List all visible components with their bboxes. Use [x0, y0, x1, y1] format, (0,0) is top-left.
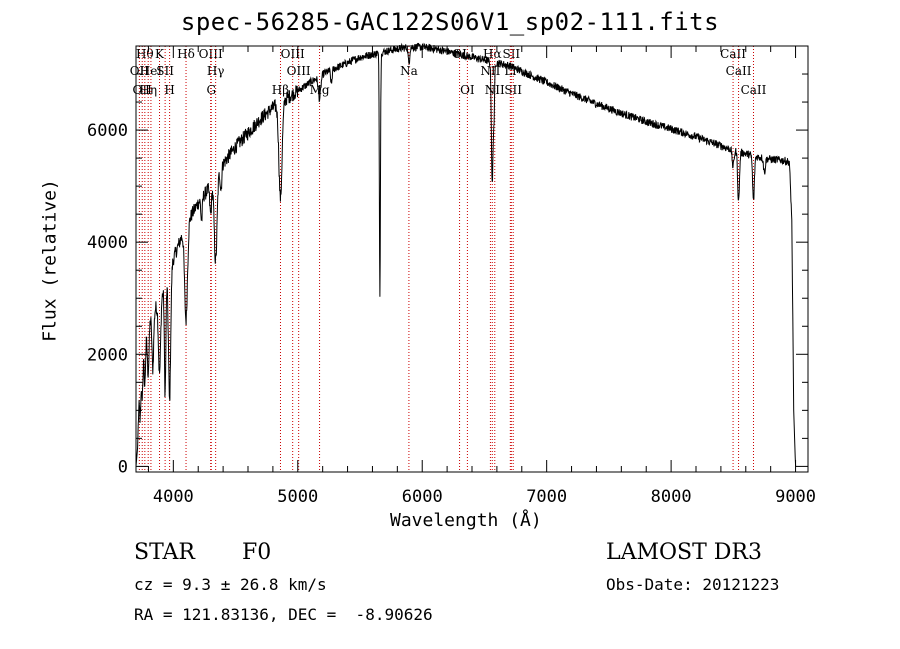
axes: 4000 5000 6000 7000 8000 9000 0 2000 4000 6000: [87, 45, 816, 507]
y-tick-label: 6000: [87, 121, 128, 141]
coordinates: RA = 121.83136, DEC = -8.90626: [134, 605, 433, 624]
object-subclass: F0: [242, 540, 272, 565]
y-tick-label: 0: [118, 457, 128, 477]
line-marker-label: CaII: [720, 47, 746, 61]
line-marker-label: HeI: [140, 64, 163, 78]
line-marker-label: SII: [156, 64, 174, 78]
line-marker-label: Na: [400, 64, 418, 78]
observation-date: Obs-Date: 20121223: [606, 575, 780, 594]
y-axis-label: Flux (relative): [39, 179, 61, 342]
line-marker-label: Mg: [310, 83, 330, 97]
y-tick-label: 4000: [87, 233, 128, 253]
line-marker-label: SII: [502, 47, 520, 61]
y-tick-label: 2000: [87, 345, 128, 365]
line-marker-label: Hβ: [272, 83, 289, 97]
x-tick-label: 5000: [277, 487, 318, 507]
object-class: STAR: [134, 540, 195, 565]
x-tick-label: 8000: [651, 487, 692, 507]
spectrum-line: [135, 42, 797, 467]
line-marker-label: Hδ: [177, 47, 195, 61]
line-marker-label: SII: [504, 83, 522, 97]
line-marker-label: K: [155, 47, 165, 61]
x-tick-label: 4000: [153, 487, 194, 507]
x-tick-label: 7000: [526, 487, 567, 507]
line-marker-label: G: [206, 83, 216, 97]
line-marker-label: Li: [504, 64, 516, 78]
line-marker-label: CaII: [741, 83, 767, 97]
line-marker-label: OIII: [287, 64, 311, 78]
redshift-velocity: cz = 9.3 ± 26.8 km/s: [134, 575, 327, 594]
chart-title: spec-56285-GAC122S06V1_sp02-111.fits: [180, 8, 720, 36]
line-marker-label: OII: [133, 83, 153, 97]
line-marker-label: OIII: [199, 47, 223, 61]
line-marker-label: Hγ: [207, 64, 225, 78]
survey-name: LAMOST DR3: [606, 540, 762, 565]
line-marker-label: CaII: [726, 64, 752, 78]
line-marker-label: OI: [460, 83, 475, 97]
line-marker-label: H: [164, 83, 174, 97]
line-marker-label: Hθ: [136, 47, 154, 61]
line-marker-label: Hη: [139, 83, 157, 97]
x-tick-label: 9000: [775, 487, 816, 507]
x-tick-label: 6000: [402, 487, 443, 507]
line-marker-label: OIII: [281, 47, 305, 61]
x-axis-label: Wavelength (Å): [390, 510, 542, 531]
plot-frame: [135, 45, 809, 473]
spectrum-plot: [135, 42, 797, 467]
